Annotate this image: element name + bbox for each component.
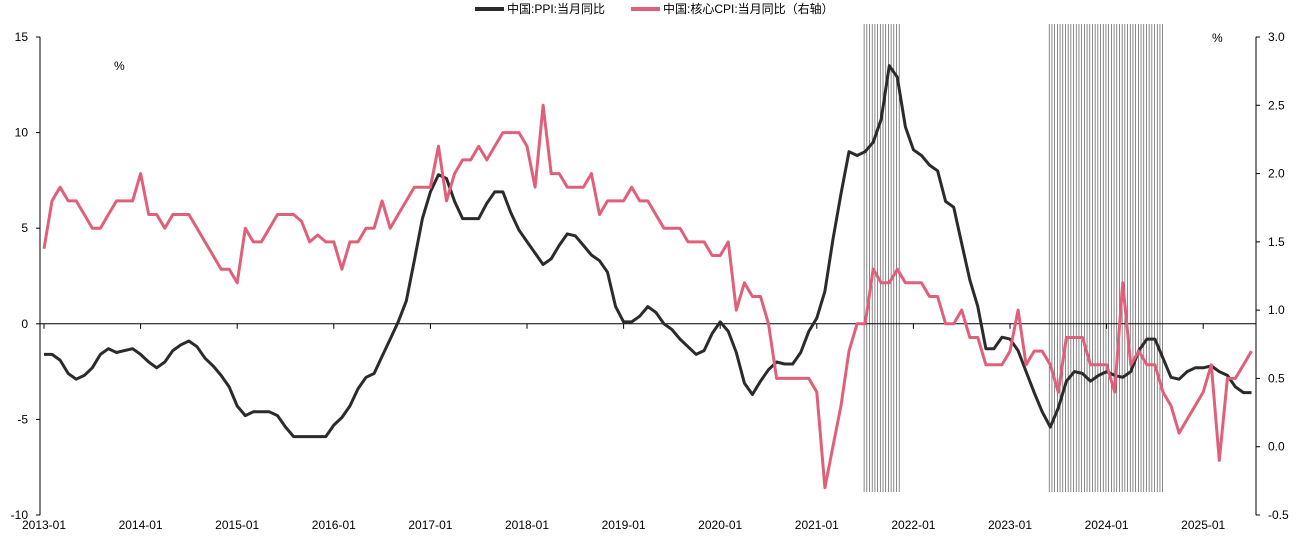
legend-label-core-cpi: 中国:核心CPI:当月同比（右轴） [663,1,834,16]
right-tick-label: 3.0 [1268,30,1285,44]
legend-label-ppi: 中国:PPI:当月同比 [507,1,605,16]
x-tick-label: 2020-01 [698,518,742,532]
right-tick-label: 0.0 [1268,440,1285,454]
shaded-period [863,24,900,492]
x-tick-label: 2016-01 [312,518,356,532]
core-cpi-points [43,105,1252,488]
right-tick-label: 0.5 [1268,371,1285,385]
right-tick-label: 2.0 [1268,167,1285,181]
left-axis-unit: % [114,59,125,73]
left-tick-label: 5 [21,221,28,235]
core-cpi-line [42,103,1253,490]
x-tick-label: 2022-01 [891,518,935,532]
x-tick-label: 2014-01 [119,518,163,532]
x-tick-label: 2015-01 [215,518,259,532]
x-tick-label: 2018-01 [505,518,549,532]
right-tick-label: 1.5 [1268,235,1285,249]
left-tick-label: 10 [15,126,29,140]
left-tick-label: 15 [15,30,29,44]
x-tick-label: 2025-01 [1181,518,1225,532]
ppi-line [44,64,1252,439]
x-tick-label: 2013-01 [22,518,66,532]
x-tick-label: 2017-01 [408,518,452,532]
shaded-period [1048,24,1164,492]
x-tick-label: 2021-01 [795,518,839,532]
shaded-periods [863,24,1164,492]
right-tick-label: 2.5 [1268,98,1285,112]
x-tick-label: 2023-01 [988,518,1032,532]
x-tick-label: 2019-01 [602,518,646,532]
left-tick-label: -10 [11,508,29,522]
right-tick-label: -0.5 [1268,508,1289,522]
left-tick-label: 0 [21,317,28,331]
right-axis-unit: % [1212,31,1223,45]
right-tick-label: 1.0 [1268,303,1285,317]
legend[interactable]: 中国:PPI:当月同比 中国:核心CPI:当月同比（右轴） [475,1,834,16]
axes: 15 10 5 0 -5 -10 3.0 2.5 2.0 1.5 1.0 0.5 0.0 -0.5 2013… [11,30,1289,532]
x-tick-label: 2024-01 [1085,518,1129,532]
left-tick-label: -5 [17,412,28,426]
series-lines [42,64,1253,490]
